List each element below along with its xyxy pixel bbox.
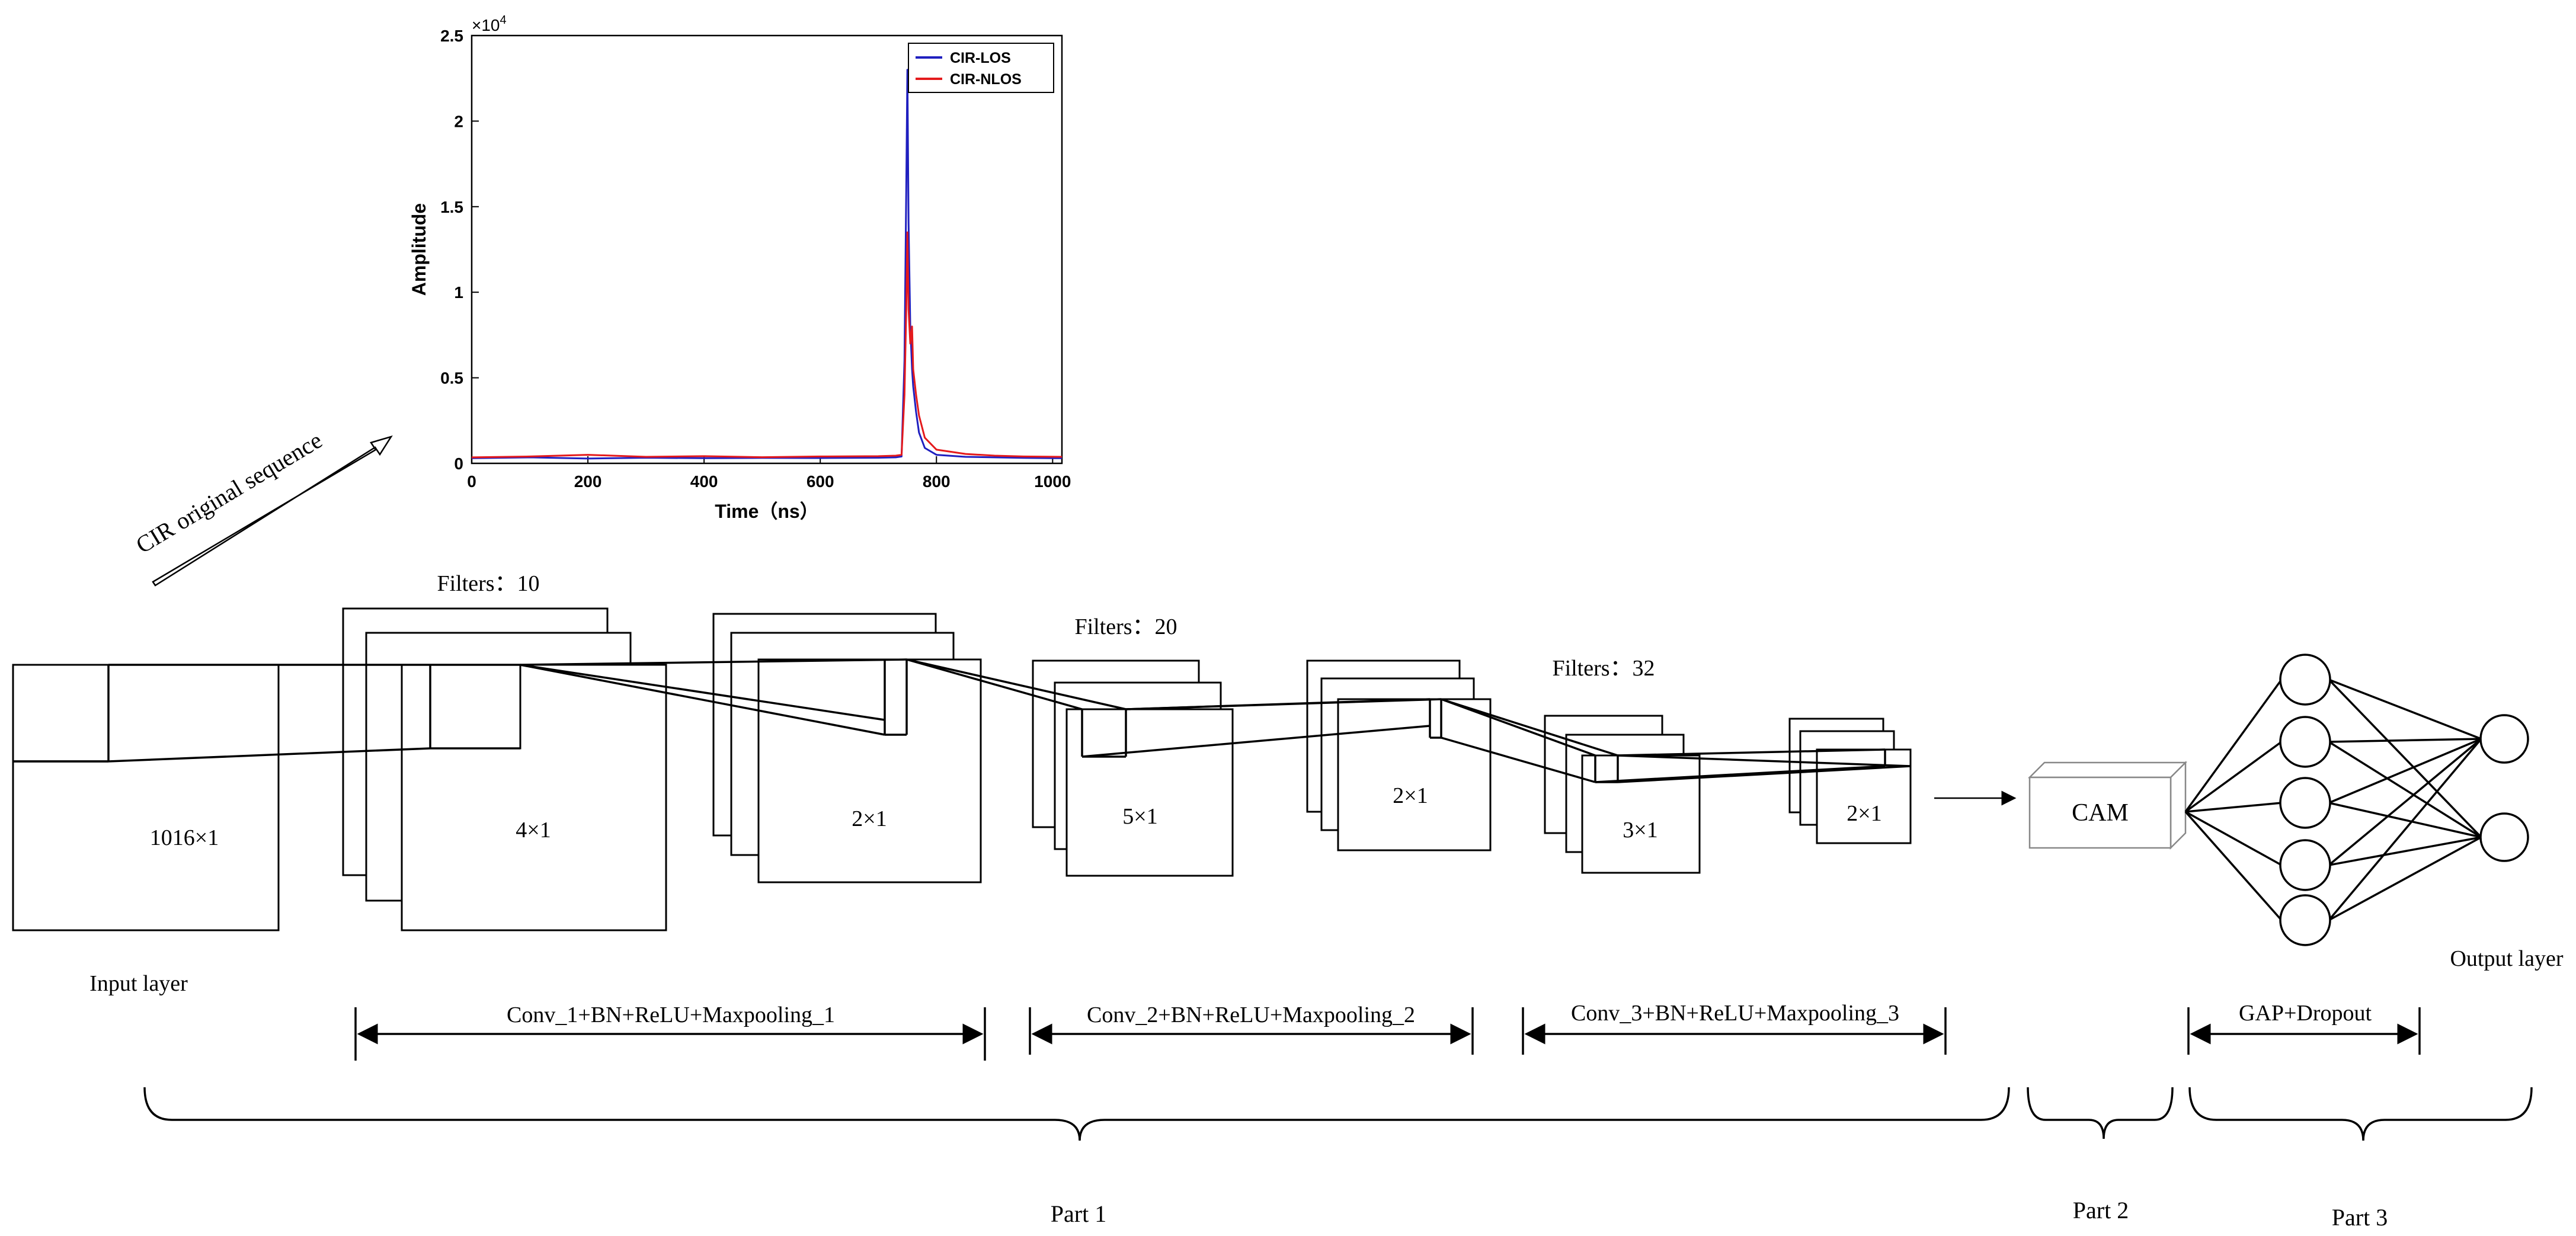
pool1-map-front: [757, 658, 982, 883]
conv1-size-label: 4×1: [516, 818, 551, 843]
legend-label-los: CIR-LOS: [950, 50, 1011, 66]
legend-label-nlos: CIR-NLOS: [950, 71, 1022, 88]
y-axis-label: Amplitude: [408, 203, 430, 296]
series-line-cir-nlos: [471, 231, 1063, 459]
y-tick-label: 2.5: [440, 27, 463, 45]
y-exponent-base: ×10: [472, 16, 500, 34]
x-tick-label: 200: [574, 472, 602, 491]
chart-series: [471, 69, 1063, 460]
stage-dimension-lines: Conv_1+BN+ReLU+Maxpooling_1 Conv_2+BN+Re…: [354, 1001, 2421, 1061]
fc-edges: [2184, 678, 2482, 921]
y-exponent: ×104: [472, 14, 507, 34]
x-tick-label: 400: [690, 472, 718, 491]
conv1-kernel-face: [429, 664, 521, 750]
hidden-neuron: [2279, 839, 2331, 891]
part2-label: Part 2: [2073, 1197, 2129, 1224]
pool3-size-label: 2×1: [1847, 801, 1881, 826]
x-tick-label: 600: [807, 472, 834, 491]
pool2-map-front: [1337, 698, 1492, 851]
chart-ticks: 0 200 400 600 800 1000 0 0.5 1 1.5 2 2.5: [440, 27, 1071, 491]
pool1-size-label: 2×1: [852, 806, 887, 831]
cir-chart: 0 200 400 600 800 1000 0 0.5 1 1.5 2 2.5 Time（ns） A…: [408, 14, 1071, 522]
output-neuron: [2479, 812, 2529, 862]
conv2-filters-label: Filters：20: [1074, 614, 1177, 639]
input-block: [12, 664, 280, 931]
conv1-block: Filters：10 4×1 2×1: [342, 571, 982, 931]
pool2-size-label: 2×1: [1393, 783, 1428, 808]
conv2-stage-label: Conv_2+BN+ReLU+Maxpooling_2: [1087, 1003, 1415, 1027]
part1-label: Part 1: [1051, 1200, 1106, 1227]
part3-brace: [2188, 1087, 2533, 1141]
x-axis-label: Time（ns）: [715, 501, 818, 522]
legend-box: [908, 43, 1054, 93]
gap-stage-label: GAP+Dropout: [2239, 1001, 2372, 1026]
x-tick-label: 1000: [1034, 472, 1071, 491]
cam-block: CAM: [2027, 760, 2188, 850]
y-tick-label: 1: [454, 283, 463, 302]
hollow-arrow-shape: [152, 435, 393, 587]
projection-lines: [13, 658, 1911, 783]
conv3-filters-label: Filters：32: [1552, 656, 1655, 681]
chart-legend: CIR-LOS CIR-NLOS: [908, 43, 1054, 93]
hidden-neuron: [2279, 654, 2331, 706]
conv3-stage-label: Conv_3+BN+ReLU+Maxpooling_3: [1571, 1001, 1899, 1026]
hidden-neuron: [2279, 777, 2331, 829]
conv3-map-front: [1581, 754, 1701, 874]
conv2-map-front: [1065, 708, 1234, 877]
conv1-filters-label: Filters：10: [437, 571, 539, 596]
y-tick-label: 0: [454, 454, 463, 473]
input-caption: Input layer: [89, 971, 188, 996]
cam-front-face: [2028, 776, 2172, 849]
hidden-neuron: [2279, 716, 2331, 768]
part2-brace: [2027, 1087, 2174, 1139]
part-braces: Part 1 Part 2 Part 3: [143, 1087, 2533, 1231]
cam-top-face: [2027, 761, 2188, 779]
part3-label: Part 3: [2332, 1204, 2388, 1231]
y-tick-label: 1.5: [440, 198, 463, 216]
y-tick-label: 0.5: [440, 369, 463, 388]
part1-brace: [143, 1087, 2010, 1141]
conv2-block: Filters：20 5×1 2×1: [1032, 614, 1492, 877]
output-neuron: [2479, 714, 2529, 764]
x-tick-label: 0: [467, 472, 476, 491]
plot-area: [471, 34, 1063, 465]
series-line-cir-los: [471, 69, 1063, 460]
cam-side-face: [2169, 760, 2187, 850]
cam-label: CAM: [2072, 799, 2129, 827]
conv3-size-label: 3×1: [1623, 818, 1657, 843]
fully-connected-network: Output layer: [2184, 654, 2564, 971]
y-exponent-power: 4: [500, 14, 507, 27]
hidden-neuron: [2279, 894, 2331, 946]
input-size-label: 1016×1: [150, 825, 219, 850]
output-caption: Output layer: [2450, 946, 2563, 971]
x-tick-label: 800: [923, 472, 951, 491]
sequence-arrow: CIR original sequence: [131, 427, 393, 587]
conv1-stage-label: Conv_1+BN+ReLU+Maxpooling_1: [507, 1003, 835, 1027]
conv2-size-label: 5×1: [1122, 804, 1157, 829]
y-tick-label: 2: [454, 112, 463, 130]
input-layer: 1016×1 Input layer: [12, 664, 280, 996]
